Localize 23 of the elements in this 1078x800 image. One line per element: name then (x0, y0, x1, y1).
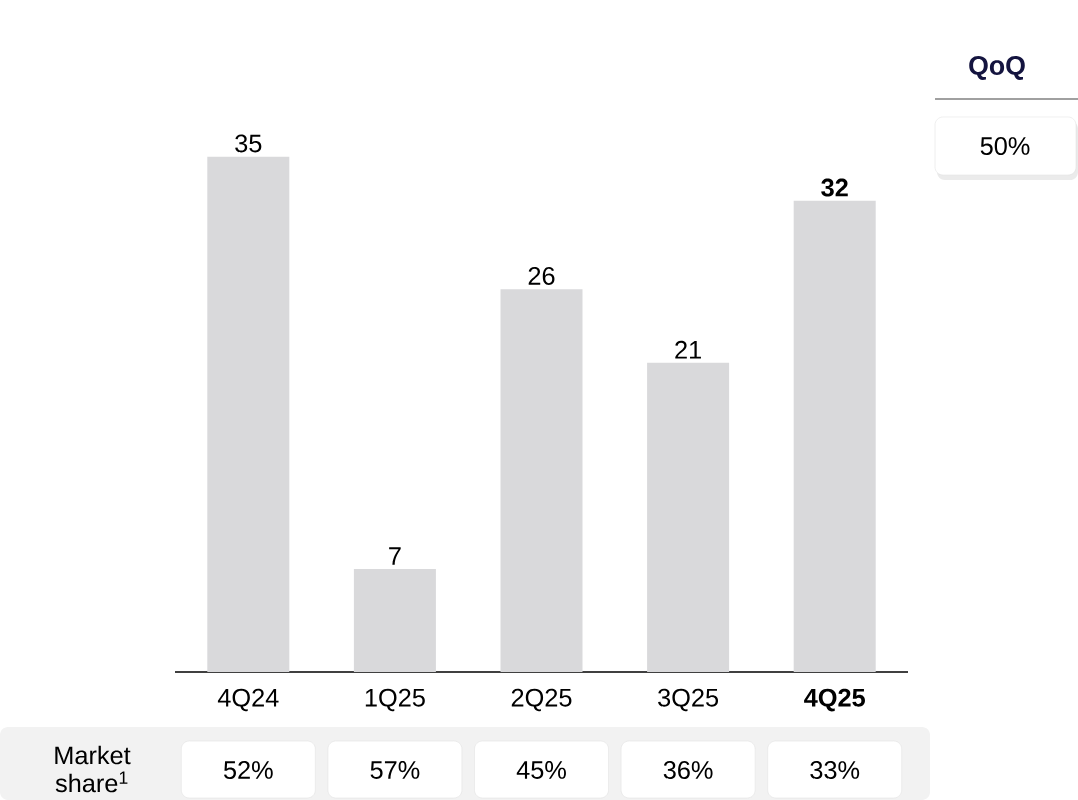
text: 33% (810, 761, 860, 779)
bar (207, 156, 290, 672)
bar (353, 568, 436, 672)
x-tick-label: 4Q25 (804, 688, 865, 712)
text: QoQ (969, 56, 1025, 80)
text: 57% (370, 761, 420, 779)
x-tick-label: 3Q25 (658, 688, 719, 712)
x-tick-label: 4Q24 (217, 688, 279, 712)
x-tick-label: 1Q25 (365, 688, 425, 712)
bar (647, 362, 730, 672)
text: 45% (516, 761, 566, 779)
text: 36% (663, 761, 713, 779)
bar (500, 289, 583, 672)
data-label: 7 (389, 547, 401, 565)
data-label: 21 (675, 340, 701, 359)
text: Market share$^{1}$ (55, 745, 131, 793)
data-label: 35 (235, 134, 262, 153)
text: 50% (980, 137, 1030, 155)
text: 52% (223, 761, 273, 779)
data-label: 32 (821, 178, 848, 197)
data-label: 26 (528, 266, 555, 285)
x-tick-label: 2Q25 (511, 688, 572, 712)
bar (793, 200, 876, 672)
